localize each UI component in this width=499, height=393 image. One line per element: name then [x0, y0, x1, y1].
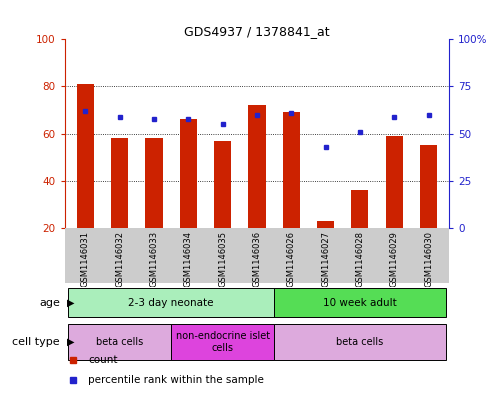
Bar [351, 190, 368, 228]
Text: GSM1146027: GSM1146027 [321, 231, 330, 286]
Bar [214, 141, 231, 228]
Bar [317, 221, 334, 228]
Text: GSM1146035: GSM1146035 [218, 231, 227, 286]
Text: GSM1146029: GSM1146029 [390, 231, 399, 286]
Text: GSM1146028: GSM1146028 [355, 231, 364, 286]
Text: age: age [39, 298, 60, 308]
Bar [274, 288, 446, 317]
Bar [274, 324, 446, 360]
Text: GSM1146033: GSM1146033 [150, 231, 159, 287]
Text: 2-3 day neonate: 2-3 day neonate [128, 298, 214, 308]
Bar [111, 138, 128, 228]
Text: ▶: ▶ [67, 337, 75, 347]
Text: count: count [88, 355, 117, 365]
Text: cell type: cell type [12, 337, 60, 347]
Title: GDS4937 / 1378841_at: GDS4937 / 1378841_at [184, 25, 330, 38]
Bar [146, 138, 163, 228]
Bar [77, 84, 94, 228]
Text: GSM1146026: GSM1146026 [287, 231, 296, 286]
Bar [180, 119, 197, 228]
Text: GSM1146031: GSM1146031 [81, 231, 90, 286]
Text: non-endocrine islet
cells: non-endocrine islet cells [176, 331, 270, 353]
Bar [68, 324, 171, 360]
Bar [283, 112, 300, 228]
Text: GSM1146030: GSM1146030 [424, 231, 433, 286]
Bar [420, 145, 437, 228]
Text: beta cells: beta cells [96, 337, 143, 347]
Bar [68, 288, 274, 317]
Text: ▶: ▶ [67, 298, 75, 308]
Text: GSM1146034: GSM1146034 [184, 231, 193, 286]
Bar [249, 105, 265, 228]
Text: percentile rank within the sample: percentile rank within the sample [88, 375, 264, 385]
Bar [171, 324, 274, 360]
Text: GSM1146032: GSM1146032 [115, 231, 124, 286]
Text: beta cells: beta cells [336, 337, 384, 347]
Text: GSM1146036: GSM1146036 [252, 231, 261, 287]
Bar [386, 136, 403, 228]
Text: 10 week adult: 10 week adult [323, 298, 397, 308]
